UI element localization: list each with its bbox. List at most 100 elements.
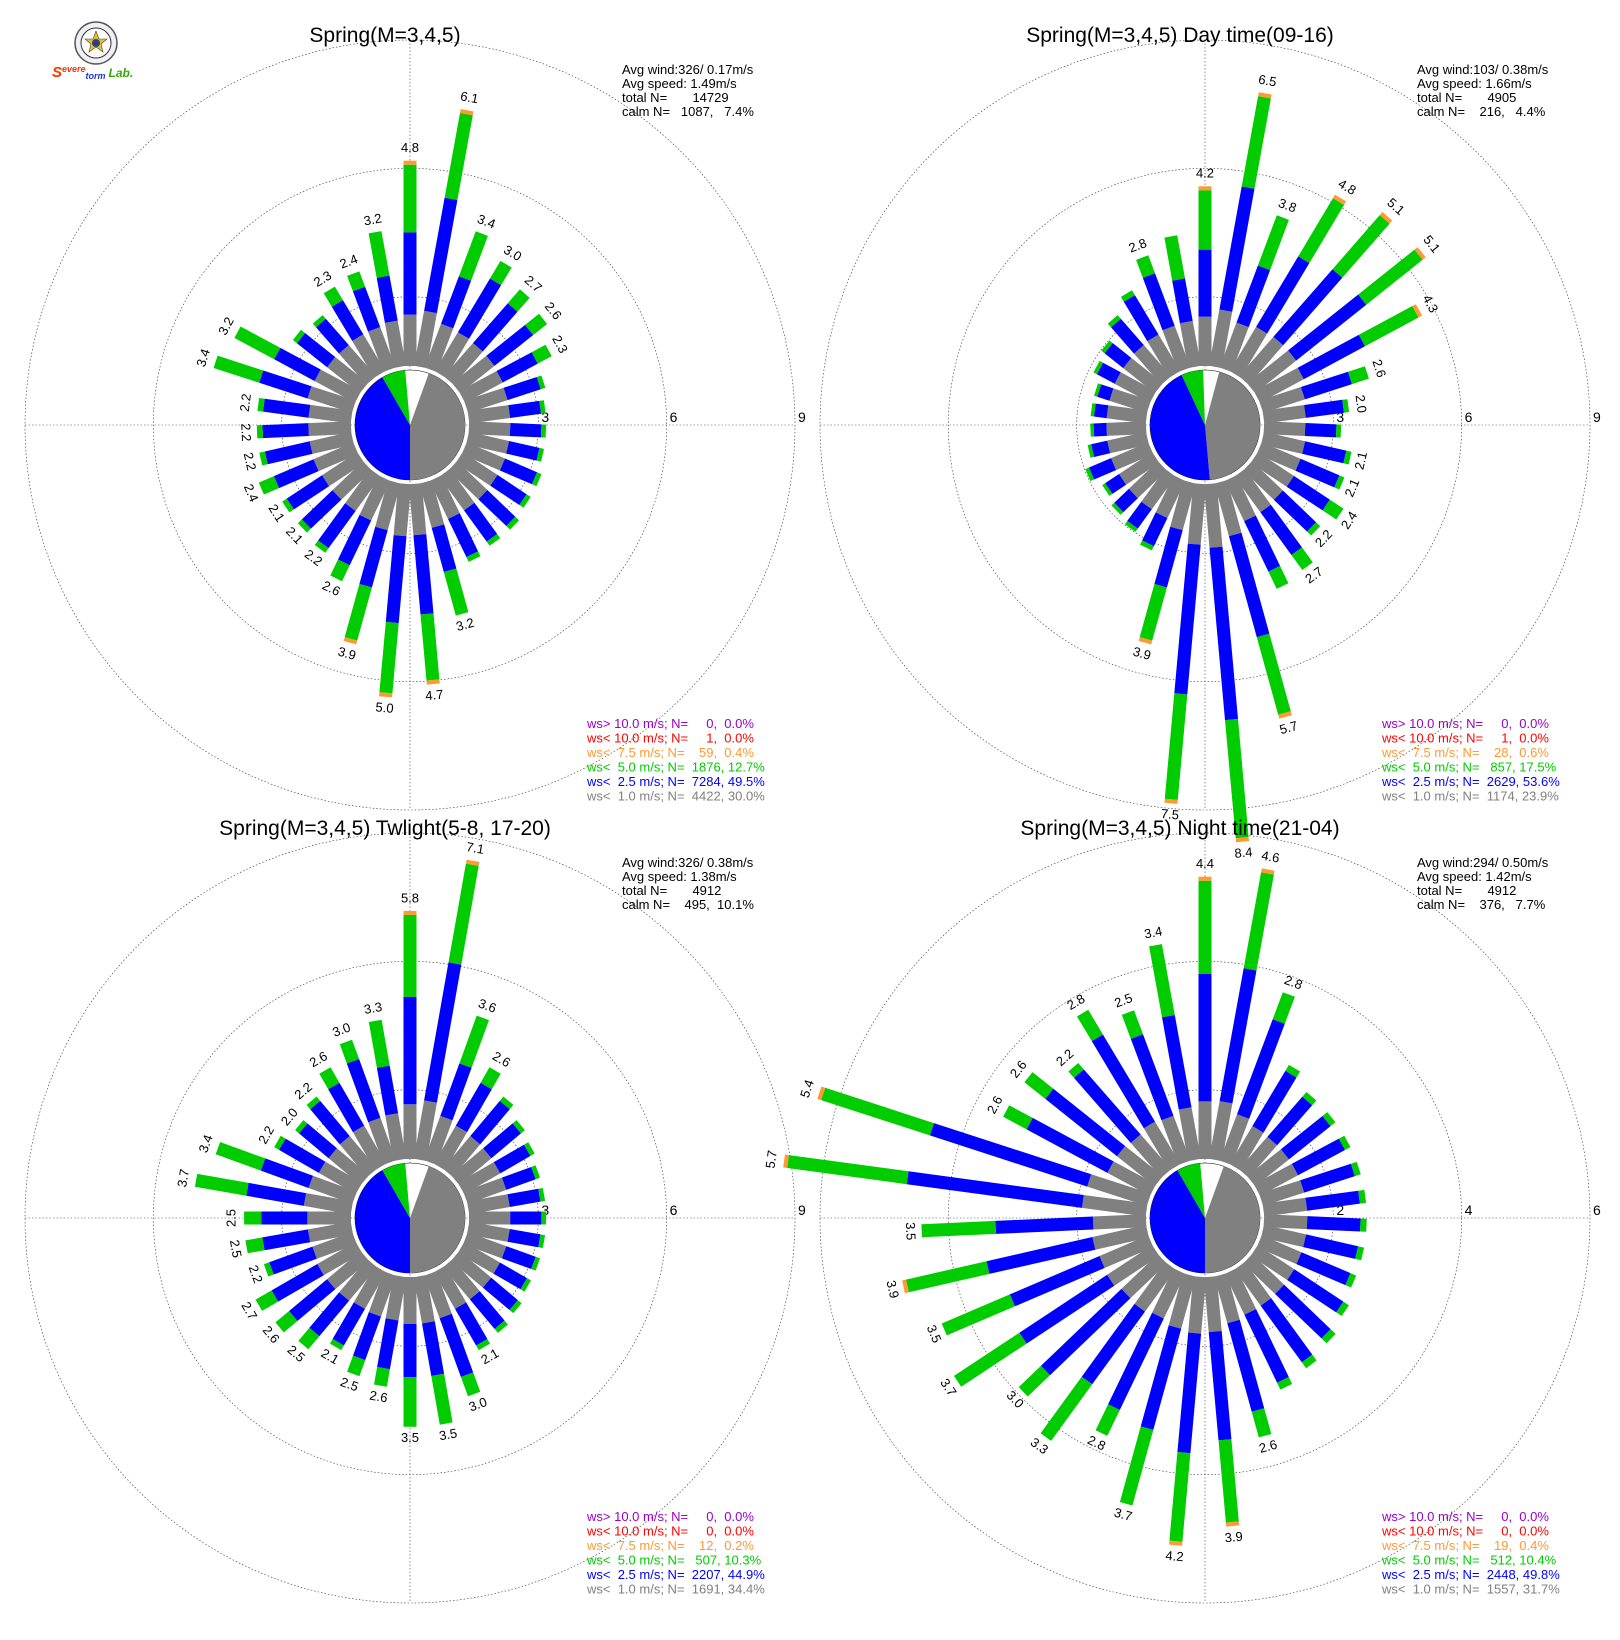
bar-label: 2.2 — [238, 423, 254, 442]
bar-7-lt5 — [531, 1165, 540, 1180]
bar-label: 2.6 — [984, 1093, 1006, 1116]
bar-18-lt1 — [403, 1277, 417, 1324]
legend-item-gt10: ws> 10.0 m/s; N= 0, 0.0% — [1381, 1509, 1549, 1524]
ring-label: 2 — [1336, 1202, 1344, 1218]
bar-22-lt5 — [298, 1327, 320, 1350]
bar-5-lt1 — [1247, 1149, 1289, 1187]
bar-27-lt2_5 — [263, 398, 311, 418]
bar-26-lt2_5 — [262, 423, 309, 439]
bar-19-lt7_5 — [1138, 637, 1153, 645]
bar-11-lt2_5 — [1296, 1252, 1351, 1286]
bar-10-lt1 — [1261, 1224, 1307, 1248]
bar-label: 2.2 — [255, 1123, 277, 1146]
bar-16-lt1 — [1214, 480, 1242, 537]
bar-12-lt1 — [455, 452, 498, 486]
bar-label: 2.0 — [278, 1105, 301, 1128]
wind-rose-panel-3: 3 6 95.87.13.62.62.13.03.53.52.62.52.12.52… — [24, 817, 806, 1604]
calm-pie-slice-lt1 — [410, 1166, 466, 1273]
bar-label: 6.1 — [459, 88, 479, 106]
bar-18-lt2_5 — [385, 535, 407, 624]
bar-label: 5.4 — [797, 1078, 817, 1100]
bar-label: 4.3 — [1420, 292, 1442, 315]
bar-0-lt5 — [403, 164, 417, 233]
bar-13-lt1 — [451, 1250, 492, 1288]
bar-28-lt1 — [307, 386, 356, 413]
bar-10-lt2_5 — [507, 1229, 541, 1248]
bar-label: 3.9 — [1131, 644, 1152, 663]
bar-21-lt2_5 — [1081, 1303, 1145, 1385]
bar-12-lt2_5 — [493, 1262, 527, 1290]
bar-label: 3.2 — [454, 615, 475, 634]
legend-item-lt1: ws< 1.0 m/s; N= 1174, 23.9% — [1381, 789, 1559, 804]
bar-30-lt5 — [274, 1135, 286, 1150]
bar-label: 3.0 — [330, 1020, 352, 1040]
bar-18-lt5 — [1164, 693, 1188, 800]
bar-24-lt2_5 — [273, 459, 319, 489]
bar-8-lt5 — [1342, 399, 1350, 413]
bar-29-lt5 — [215, 1142, 266, 1171]
bar-25-lt5 — [1087, 444, 1094, 458]
bar-label: 2.3 — [311, 268, 334, 290]
bar-2-lt2_5 — [1237, 1019, 1285, 1119]
stat-avg-speed: Avg speed: 1.49m/s — [622, 76, 737, 91]
bar-27-lt1 — [308, 404, 353, 424]
bar-label: 2.1 — [319, 1345, 342, 1367]
bar-15-lt1 — [429, 475, 460, 519]
bar-3-lt2_5 — [1252, 1070, 1297, 1133]
bar-11-lt1 — [1256, 442, 1301, 471]
bar-19-lt5 — [1139, 584, 1167, 641]
legend-item-lt1: ws< 1.0 m/s; N= 1691, 34.4% — [586, 1582, 765, 1597]
bar-30-lt2_5 — [1045, 1088, 1126, 1157]
bar-9-lt1 — [1263, 1214, 1308, 1230]
bar-0-lt1 — [1198, 316, 1212, 366]
legend-item-lt5: ws< 5.0 m/s; N= 507, 10.3% — [586, 1553, 762, 1568]
bar-label: 5.7 — [1278, 718, 1299, 737]
bar-label: 5.7 — [763, 1149, 780, 1169]
stat-avg-wind: Avg wind:103/ 0.38m/s — [1417, 62, 1549, 77]
bar-24-lt1 — [313, 442, 359, 472]
bar-34-lt2_5 — [1162, 1015, 1192, 1110]
bar-15-lt1 — [433, 1265, 467, 1309]
bar-22-lt5 — [1018, 1365, 1050, 1397]
bar-label: 3.4 — [1143, 923, 1163, 941]
bar-29-lt1 — [308, 1175, 357, 1204]
bar-label: 2.2 — [237, 393, 254, 413]
bar-34-lt2_5 — [1172, 278, 1193, 324]
bar-18-lt5 — [1169, 1452, 1191, 1542]
bar-0-lt5 — [1198, 880, 1212, 974]
bar-4-lt2_5 — [470, 1100, 510, 1145]
bar-27-lt5 — [1090, 403, 1096, 417]
bar-18-lt5 — [379, 621, 399, 694]
bar-12-lt1 — [1250, 1245, 1295, 1280]
bar-label: 3.4 — [475, 211, 497, 231]
bar-8-lt5 — [539, 400, 546, 414]
bar-21-lt5 — [1040, 1376, 1093, 1441]
bar-4-lt1 — [1238, 336, 1284, 385]
bar-19-lt2_5 — [1154, 526, 1183, 588]
bar-label: 2.1 — [1341, 477, 1362, 500]
bar-13-lt5 — [509, 1300, 522, 1314]
bar-25-lt5 — [259, 451, 268, 466]
bar-31-lt1 — [339, 345, 377, 385]
bar-34-lt2_5 — [376, 275, 398, 323]
bar-33-lt1 — [368, 327, 396, 372]
bar-28-lt5 — [194, 1173, 249, 1196]
bar-label: 5.1 — [1420, 232, 1443, 255]
bar-label: 2.5 — [1112, 990, 1134, 1010]
bar-24-lt2_5 — [1009, 1256, 1105, 1307]
bar-23-lt5 — [275, 1311, 298, 1333]
bar-12-lt5 — [1336, 1301, 1349, 1316]
bar-13-lt2_5 — [478, 490, 516, 526]
bar-33-lt5 — [1136, 255, 1155, 278]
bar-13-lt5 — [1321, 1329, 1336, 1344]
chart-title: Spring(M=3,4,5) — [309, 24, 460, 47]
bar-1-lt1 — [413, 1100, 437, 1161]
bar-22-lt5 — [1111, 502, 1124, 515]
bar-28-lt1 — [1087, 1174, 1151, 1206]
bar-25-lt7_5 — [902, 1279, 909, 1294]
bar-19-lt5 — [1119, 1426, 1154, 1506]
bar-30-lt2_5 — [296, 333, 336, 368]
bar-17-lt5 — [431, 1373, 453, 1425]
ring-label: 3 — [541, 1202, 549, 1218]
bar-31-lt5 — [295, 1120, 308, 1134]
